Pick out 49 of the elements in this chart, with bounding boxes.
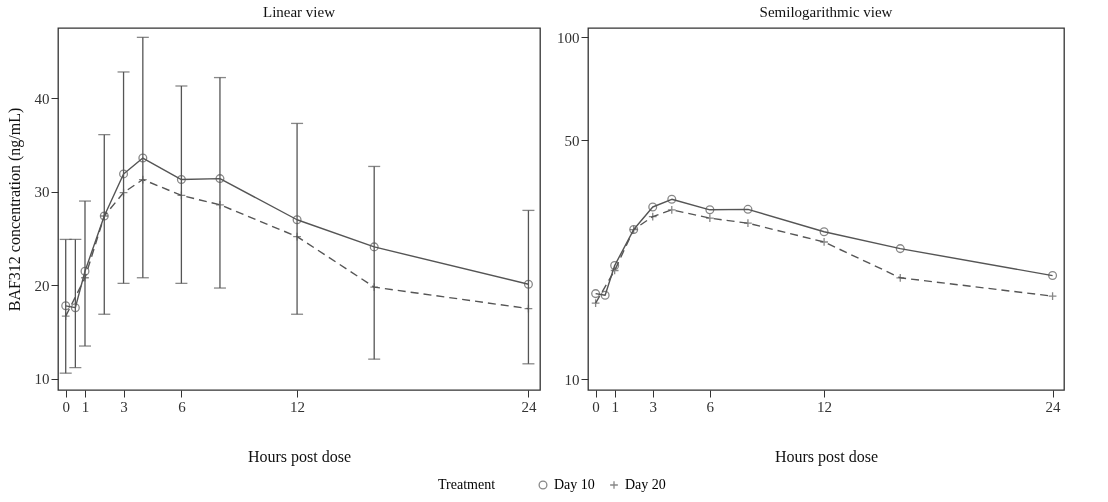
legend-label: Day 20 [625,477,666,492]
point [895,244,905,254]
y-tick-label: 100 [557,29,580,46]
point [819,227,829,237]
point [705,205,715,215]
y-tick-label: 20 [34,277,50,294]
point [70,303,80,313]
x-tick-label: 12 [817,398,833,415]
point [1048,271,1058,281]
y-tick-label: 50 [564,132,580,149]
y-axis-title: BAF312 concentration (ng/mL) [5,107,24,312]
point [215,174,225,184]
x-tick-label: 1 [611,398,619,415]
x-tick-label: 0 [62,398,70,415]
x-tick-label: 24 [1045,398,1062,415]
y-tick-label: 40 [34,90,50,107]
chart-title: Semilogarithmic view [759,4,893,20]
y-tick-label: 10 [564,371,580,388]
x-tick-label: 24 [521,398,537,415]
y-tick-label: 10 [34,371,50,388]
point [743,204,753,214]
point [600,290,610,300]
x-tick-label: 0 [592,398,600,415]
point [591,298,601,308]
point [176,175,186,185]
legend-label: Day 10 [554,477,595,492]
point [591,289,601,299]
x-tick-label: 1 [81,398,90,415]
x-axis-title: Hours post dose [774,447,879,466]
point [648,202,658,212]
point [119,169,129,179]
point [523,279,533,289]
point [667,194,677,204]
x-tick-label: 12 [290,398,306,415]
x-tick-label: 6 [178,398,187,415]
x-axis-title: Hours post dose [247,447,352,466]
point [292,215,302,225]
point [80,266,90,276]
x-tick-label: 6 [706,398,715,415]
x-tick-label: 3 [120,398,128,415]
x-tick-label: 3 [649,398,657,415]
legend-title: Treatment [438,477,496,492]
point [610,261,620,271]
point [369,242,379,252]
chart-title: Linear view [262,4,336,20]
point [61,301,71,311]
point [138,153,148,163]
y-tick-label: 30 [34,184,50,201]
point [1048,291,1058,301]
